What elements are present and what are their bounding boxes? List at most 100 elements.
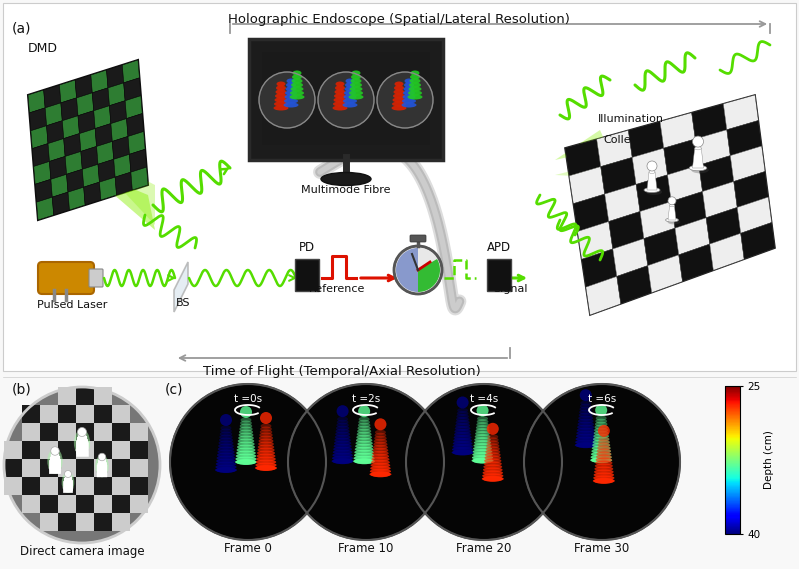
- Ellipse shape: [476, 422, 489, 427]
- Ellipse shape: [290, 90, 304, 96]
- Ellipse shape: [216, 464, 237, 469]
- Ellipse shape: [475, 428, 490, 433]
- Ellipse shape: [395, 81, 403, 86]
- Polygon shape: [82, 164, 99, 187]
- Ellipse shape: [593, 479, 615, 484]
- Ellipse shape: [239, 432, 253, 438]
- FancyBboxPatch shape: [3, 3, 796, 371]
- Bar: [112, 477, 130, 495]
- Polygon shape: [644, 228, 678, 266]
- Polygon shape: [68, 187, 85, 210]
- Ellipse shape: [455, 423, 470, 428]
- Bar: [22, 405, 40, 423]
- Polygon shape: [613, 238, 648, 277]
- Polygon shape: [62, 116, 79, 139]
- Ellipse shape: [473, 446, 492, 451]
- Ellipse shape: [275, 93, 287, 98]
- Ellipse shape: [285, 86, 296, 92]
- Bar: [130, 423, 148, 441]
- Ellipse shape: [392, 101, 406, 106]
- Ellipse shape: [578, 419, 594, 424]
- Ellipse shape: [260, 432, 272, 438]
- Ellipse shape: [593, 475, 614, 480]
- Text: Multimode Fibre: Multimode Fibre: [301, 185, 391, 195]
- Polygon shape: [699, 155, 733, 192]
- Polygon shape: [574, 194, 609, 232]
- Ellipse shape: [455, 429, 471, 434]
- Ellipse shape: [259, 435, 273, 440]
- Ellipse shape: [472, 452, 493, 457]
- Polygon shape: [131, 167, 148, 190]
- Ellipse shape: [355, 447, 374, 452]
- Ellipse shape: [217, 456, 236, 460]
- Circle shape: [288, 384, 444, 540]
- Polygon shape: [108, 83, 125, 106]
- Bar: [22, 441, 40, 459]
- Text: t =4s: t =4s: [470, 394, 498, 404]
- Ellipse shape: [220, 435, 233, 439]
- Ellipse shape: [289, 94, 304, 100]
- Polygon shape: [61, 98, 78, 121]
- Ellipse shape: [594, 434, 609, 439]
- Polygon shape: [702, 182, 737, 218]
- Ellipse shape: [356, 438, 372, 443]
- Bar: [76, 459, 94, 477]
- Ellipse shape: [595, 419, 607, 424]
- Ellipse shape: [358, 405, 370, 417]
- Polygon shape: [678, 244, 714, 282]
- Text: Reference: Reference: [308, 284, 365, 294]
- Bar: [112, 423, 130, 441]
- Ellipse shape: [332, 456, 353, 461]
- Bar: [76, 495, 94, 513]
- Ellipse shape: [474, 440, 491, 445]
- Ellipse shape: [343, 98, 357, 104]
- FancyBboxPatch shape: [410, 235, 426, 242]
- Bar: [76, 477, 94, 495]
- Ellipse shape: [334, 440, 352, 446]
- Polygon shape: [695, 130, 730, 165]
- Ellipse shape: [408, 86, 422, 92]
- Ellipse shape: [392, 97, 406, 102]
- Text: Direct camera image: Direct camera image: [20, 545, 145, 558]
- Circle shape: [259, 72, 315, 128]
- Bar: [112, 441, 130, 459]
- Polygon shape: [52, 192, 70, 215]
- Ellipse shape: [332, 453, 353, 457]
- Bar: [40, 405, 58, 423]
- Circle shape: [693, 136, 703, 147]
- Polygon shape: [84, 182, 101, 205]
- Polygon shape: [48, 139, 66, 162]
- Polygon shape: [675, 218, 710, 255]
- Ellipse shape: [373, 442, 388, 447]
- Ellipse shape: [240, 418, 252, 423]
- FancyBboxPatch shape: [89, 269, 103, 287]
- Polygon shape: [129, 149, 146, 172]
- Ellipse shape: [292, 75, 302, 80]
- Polygon shape: [99, 177, 117, 200]
- Polygon shape: [98, 159, 115, 182]
- Bar: [130, 495, 148, 513]
- Ellipse shape: [333, 101, 347, 106]
- Ellipse shape: [344, 94, 356, 100]
- Bar: [112, 495, 130, 513]
- Ellipse shape: [259, 439, 273, 443]
- Ellipse shape: [595, 404, 607, 416]
- Ellipse shape: [483, 471, 503, 475]
- Polygon shape: [601, 158, 636, 194]
- Ellipse shape: [275, 97, 288, 102]
- Polygon shape: [32, 143, 50, 166]
- Polygon shape: [64, 134, 81, 156]
- Polygon shape: [106, 65, 124, 88]
- Ellipse shape: [240, 427, 252, 431]
- Polygon shape: [81, 146, 98, 170]
- Ellipse shape: [336, 420, 348, 424]
- Ellipse shape: [260, 412, 272, 424]
- Ellipse shape: [404, 83, 414, 88]
- Ellipse shape: [483, 467, 503, 472]
- Ellipse shape: [580, 401, 591, 406]
- Ellipse shape: [348, 94, 364, 100]
- Ellipse shape: [484, 455, 501, 460]
- Ellipse shape: [594, 472, 614, 477]
- Ellipse shape: [240, 406, 252, 418]
- Ellipse shape: [291, 86, 304, 92]
